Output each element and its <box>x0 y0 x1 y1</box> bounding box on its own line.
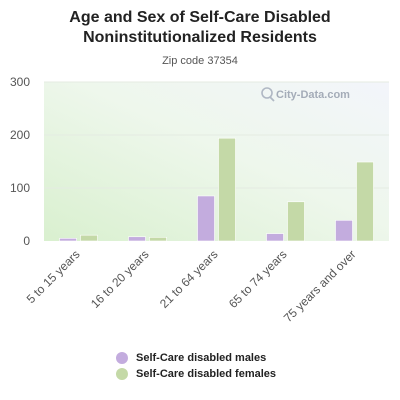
legend-label-males: Self-Care disabled males <box>136 352 267 364</box>
y-tick-label: 300 <box>10 75 30 89</box>
bar-males <box>266 233 284 242</box>
x-tick-label: 75 years and over <box>281 247 359 325</box>
legend-item-females: Self-Care disabled females <box>116 366 276 382</box>
y-tick-label: 100 <box>10 181 30 195</box>
watermark-text: City-Data.com <box>276 89 350 101</box>
bar-females <box>149 236 167 242</box>
chart-title-line-2: Noninstitutionalized Residents <box>83 29 317 46</box>
bar-males <box>335 220 353 242</box>
bar-males <box>128 236 146 242</box>
legend-swatch-females <box>116 368 128 380</box>
watermark-search-icon <box>261 87 273 99</box>
x-tick-label: 21 to 64 years <box>157 247 221 311</box>
chart-subtitle: Zip code 37354 <box>162 55 238 67</box>
chart-title: Age and Sex of Self-Care Disabled Noninst… <box>0 8 400 48</box>
plot-area <box>44 82 389 241</box>
bar-females <box>287 201 305 242</box>
y-tick-label: 200 <box>10 128 30 142</box>
legend-label-females: Self-Care disabled females <box>136 368 277 380</box>
bar-females <box>218 137 236 242</box>
bar-females <box>356 161 374 242</box>
chart-title-line-1: Age and Sex of Self-Care Disabled <box>69 9 331 26</box>
legend: Self-Care disabled males Self-Care disab… <box>116 350 276 382</box>
legend-swatch-males <box>116 352 128 364</box>
bar-males <box>59 238 77 242</box>
watermark: City-Data.com <box>261 87 350 102</box>
y-tick-label: 0 <box>23 234 30 248</box>
x-tick-label: 5 to 15 years <box>24 247 83 306</box>
x-tick-label: 65 to 74 years <box>226 247 290 311</box>
x-tick-label: 16 to 20 years <box>88 247 152 311</box>
bar-males <box>197 195 215 242</box>
legend-item-males: Self-Care disabled males <box>116 350 276 366</box>
bar-females <box>80 234 98 242</box>
